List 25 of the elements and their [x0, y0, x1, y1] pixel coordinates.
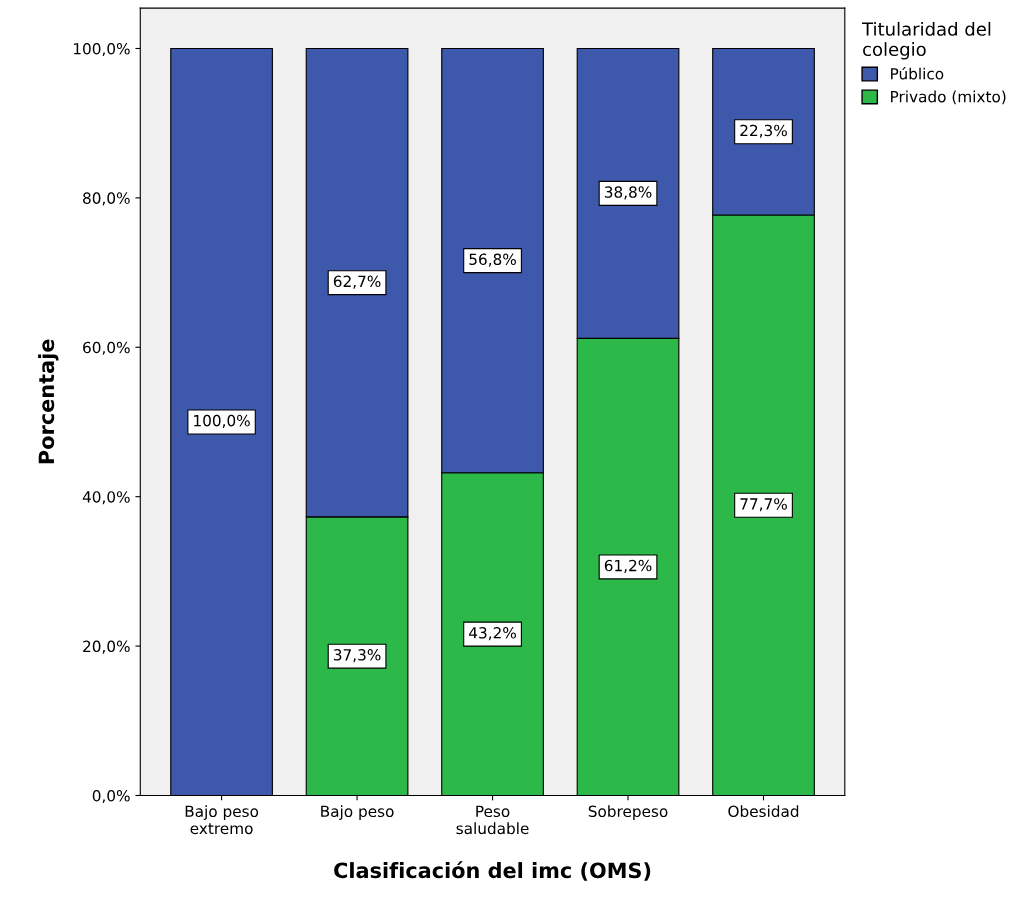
- y-tick-label: 40,0%: [82, 491, 130, 505]
- x-tick-label: Sobrepeso: [588, 805, 668, 820]
- data-label: 100,0%: [194, 414, 250, 428]
- legend-label: Privado (mixto): [891, 90, 1006, 105]
- data-label: 22,3%: [740, 124, 787, 138]
- data-label: 38,8%: [604, 186, 652, 200]
- y-tick-label: 0,0%: [92, 789, 130, 804]
- x-axis-title: Clasificación del imc (OMS): [334, 861, 651, 881]
- data-label: 37,3%: [333, 649, 381, 663]
- y-tick-label: 100,0%: [73, 42, 130, 57]
- data-label: 56,8%: [469, 253, 516, 267]
- data-label: 43,2%: [469, 627, 516, 641]
- y-tick-label: 60,0%: [83, 341, 130, 355]
- y-tick-label: 80,0%: [83, 192, 130, 206]
- data-label: 62,7%: [333, 275, 381, 289]
- x-tick-label: Obesidad: [728, 805, 799, 818]
- x-tick-label: Bajo peso: [321, 805, 394, 820]
- legend-title: Titularidad del colegio: [862, 21, 991, 60]
- y-tick-label: 20,0%: [83, 640, 130, 654]
- x-tick-label: Peso saludable: [456, 805, 529, 835]
- x-tick-label: Bajo peso extremo: [185, 805, 259, 835]
- data-label: 77,7%: [740, 498, 787, 512]
- y-axis-title: Porcentaje: [38, 339, 59, 464]
- data-label: 61,2%: [604, 559, 652, 573]
- legend-label: Público: [891, 67, 944, 80]
